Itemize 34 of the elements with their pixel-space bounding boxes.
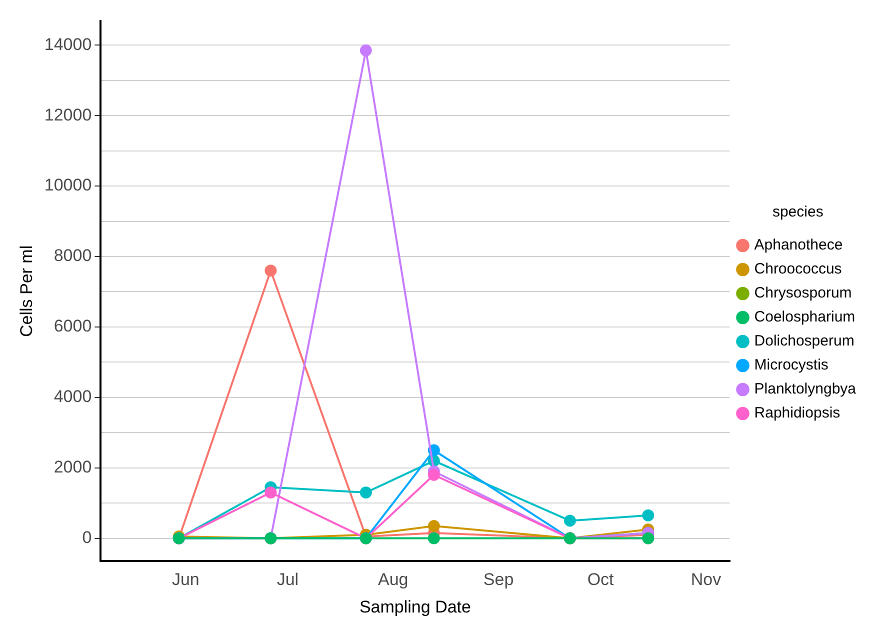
y-tick-label: 4000: [54, 387, 92, 406]
legend-label: Raphidiopsis: [754, 404, 840, 422]
legend-label: Microcystis: [754, 356, 828, 374]
point: [428, 468, 440, 481]
y-tick-label: 14000: [44, 34, 92, 54]
y-tick-label: 10000: [44, 176, 92, 195]
point: [428, 520, 440, 532]
x-tick-label: Jul: [276, 570, 299, 590]
legend-label: Coelospharium: [754, 308, 856, 326]
point: [642, 509, 654, 522]
legend-title: species: [772, 204, 824, 221]
x-tick-label: Oct: [587, 570, 614, 590]
point: [360, 44, 372, 56]
y-axis-title: Cells Per ml: [16, 245, 36, 338]
legend-label: Aphanothece: [754, 236, 843, 254]
point: [428, 532, 440, 544]
x-axis-title: Sampling Date: [359, 597, 471, 616]
y-tick-label: 6000: [54, 316, 92, 336]
y-tick-label: 12000: [44, 105, 92, 124]
x-tick-label: Nov: [690, 570, 722, 590]
x-tick-label: Sep: [483, 570, 514, 590]
y-tick-label: 8000: [54, 246, 92, 266]
legend-label: Planktolyngbya: [754, 380, 857, 398]
legend-label: Dolichosperum: [754, 332, 854, 350]
point: [564, 514, 576, 527]
legend-label: Chroococcus: [754, 260, 842, 278]
y-tick-label: 0: [82, 528, 92, 547]
point: [360, 486, 372, 499]
point: [264, 486, 277, 499]
x-tick-label: Jun: [172, 570, 200, 590]
legend-label: Chrysosporum: [754, 284, 852, 302]
point: [264, 264, 277, 277]
x-tick-label: Aug: [378, 570, 408, 590]
y-tick-label: 2000: [54, 458, 92, 477]
